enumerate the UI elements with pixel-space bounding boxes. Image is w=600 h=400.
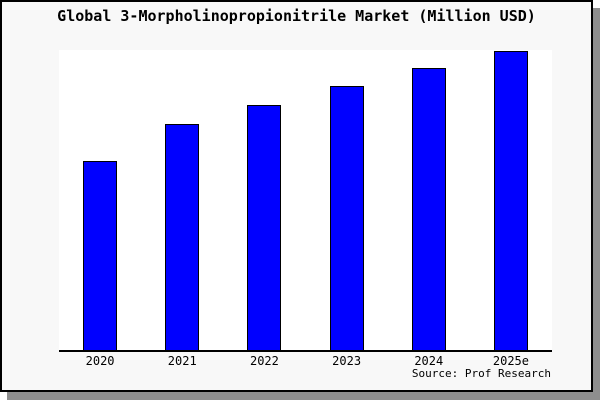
bar-slot-2025e	[470, 50, 552, 350]
bar-2021	[165, 124, 200, 350]
x-tick-label-2022: 2022	[249, 354, 279, 368]
bar-2020	[83, 161, 118, 350]
x-axis-labels: 2020 2021 2022 2023 2024 2025e	[59, 354, 552, 368]
bar-2025e	[493, 50, 528, 350]
x-tick-label-2025e: 2025e	[492, 354, 529, 368]
x-tick-label-2024: 2024	[414, 354, 444, 368]
bar-slot-2024	[388, 50, 470, 350]
bar-2023	[329, 86, 364, 350]
bar-2024	[411, 68, 446, 350]
source-label: Source: Prof Research	[411, 367, 551, 380]
bar-2022	[247, 105, 282, 350]
x-tick-label-2023: 2023	[332, 354, 362, 368]
bar-slot-2021	[141, 50, 223, 350]
bar-slot-2023	[306, 50, 388, 350]
x-tick-label-2021: 2021	[167, 354, 197, 368]
bar-slot-2022	[223, 50, 305, 350]
chart-title: Global 3-Morpholinopropionitrile Market …	[57, 7, 536, 25]
plot-area	[59, 50, 552, 352]
chart-card: Global 3-Morpholinopropionitrile Market …	[0, 0, 593, 392]
bar-slot-2020	[59, 50, 141, 350]
x-tick-label-2020: 2020	[85, 354, 115, 368]
